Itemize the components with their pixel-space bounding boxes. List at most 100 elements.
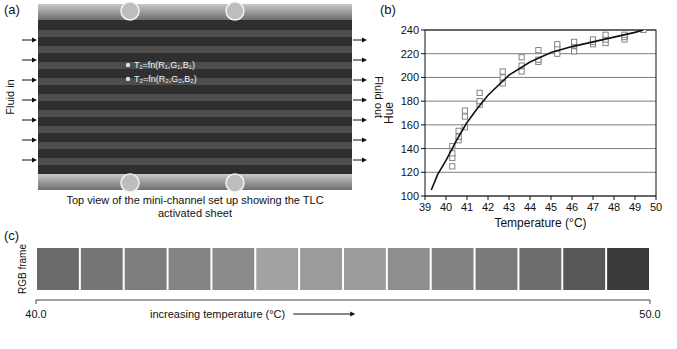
grid-line xyxy=(425,77,656,78)
flow-arrow-head xyxy=(362,98,367,103)
rgb-frame-swatch xyxy=(344,248,386,290)
photo-background xyxy=(38,4,352,190)
x-tick xyxy=(593,196,594,200)
x-tick xyxy=(530,196,531,200)
panel-label: (b) xyxy=(380,2,396,17)
y-tick xyxy=(421,101,425,102)
y-tick-label: 180 xyxy=(401,95,419,107)
grid-line xyxy=(425,53,656,54)
flow-arrow-head xyxy=(362,38,367,43)
flow-arrow-head xyxy=(362,78,367,83)
strip-tick xyxy=(36,300,37,304)
data-point xyxy=(555,42,560,47)
probe-point xyxy=(126,77,130,81)
caption: Top view of the mini-channel set up show… xyxy=(66,194,323,219)
data-point xyxy=(519,55,524,60)
fit-curve xyxy=(431,30,643,190)
rgb-frame-swatch xyxy=(212,248,254,290)
channel-stripe xyxy=(38,30,352,37)
x-tick-label: 46 xyxy=(566,201,578,213)
x-tick-label: 50 xyxy=(650,201,662,213)
flow-arrow-head xyxy=(32,78,37,83)
panel-c: (c)RGB frame40.050.0increasing temperatu… xyxy=(4,228,661,320)
flow-arrow-head xyxy=(362,138,367,143)
x-tick xyxy=(488,196,489,200)
x-tick-label: 49 xyxy=(629,201,641,213)
x-tick-label: 47 xyxy=(587,201,599,213)
probe-label: T₁=fn(R₁,G₁,B₁) xyxy=(134,60,195,70)
panel-a: (a)Fluid inFluid outT₁=fn(R₁,G₁,B₁)T₂=fn… xyxy=(4,2,385,219)
flow-arrow-head xyxy=(32,158,37,163)
x-tick-label: 44 xyxy=(524,201,536,213)
rgb-frame-swatch xyxy=(81,248,123,290)
x-tick xyxy=(467,196,468,200)
y-tick-label: 220 xyxy=(401,48,419,60)
channel-stripe xyxy=(38,62,352,69)
rgb-frame-swatch xyxy=(607,248,649,290)
x-axis-title: Temperature (°C) xyxy=(494,216,586,230)
x-tick-label: 43 xyxy=(503,201,515,213)
rgb-frame-swatch xyxy=(300,248,342,290)
rgb-frame-swatch xyxy=(432,248,474,290)
rgb-frame-swatch xyxy=(519,248,561,290)
x-tick-label: 48 xyxy=(608,201,620,213)
data-point xyxy=(450,164,455,169)
bolt xyxy=(226,174,244,192)
inlet-label: Fluid in xyxy=(4,79,16,114)
data-point xyxy=(462,114,467,119)
y-axis-title: Hue xyxy=(382,102,396,124)
x-tick xyxy=(572,196,573,200)
flow-arrow-head xyxy=(32,38,37,43)
channel-stripe xyxy=(38,46,352,53)
y-tick-label: 160 xyxy=(401,119,419,131)
rgb-frame-swatch xyxy=(37,248,79,290)
rgb-frame-swatch xyxy=(476,248,518,290)
plot-frame xyxy=(425,30,656,196)
bolt xyxy=(121,174,139,192)
grid-line xyxy=(425,101,656,102)
y-tick xyxy=(421,77,425,78)
x-tick xyxy=(656,196,657,200)
data-point xyxy=(572,39,577,44)
y-tick xyxy=(421,148,425,149)
strip-tick-label: 50.0 xyxy=(639,308,660,320)
x-tick xyxy=(635,196,636,200)
grid-line xyxy=(425,124,656,125)
caption-line: Top view of the mini-channel set up show… xyxy=(66,194,323,206)
frame-band-top xyxy=(38,4,352,20)
channel-stripe xyxy=(38,126,352,133)
flow-arrow-head xyxy=(32,58,37,63)
data-group xyxy=(431,30,646,190)
y-tick xyxy=(421,124,425,125)
y-tick xyxy=(421,53,425,54)
flow-arrow-head xyxy=(32,138,37,143)
strip-axis xyxy=(36,300,650,301)
strip-tick-label: 40.0 xyxy=(25,308,46,320)
rgb-frame-swatch xyxy=(125,248,167,290)
probe-point xyxy=(126,63,130,67)
rgb-frame-swatch xyxy=(388,248,430,290)
strip-tick xyxy=(650,300,651,304)
x-tick-label: 45 xyxy=(545,201,557,213)
flow-arrow-head xyxy=(362,158,367,163)
channel-stripe xyxy=(38,94,352,101)
x-tick-label: 39 xyxy=(419,201,431,213)
panel-label: (a) xyxy=(4,2,20,17)
data-point xyxy=(572,49,577,54)
y-tick-label: 120 xyxy=(401,166,419,178)
rgb-frame-swatch xyxy=(169,248,211,290)
probe-label: T₂=fn(R₂,G₂,B₂) xyxy=(134,74,197,84)
y-tick xyxy=(421,30,425,31)
channel-stripe xyxy=(38,158,352,165)
y-tick-label: 140 xyxy=(401,143,419,155)
x-tick xyxy=(551,196,552,200)
grid-line xyxy=(425,172,656,173)
rgb-frame-swatch xyxy=(256,248,298,290)
y-tick-label: 200 xyxy=(401,71,419,83)
frame-band-bottom xyxy=(38,174,352,190)
flow-arrow-head xyxy=(32,98,37,103)
y-tick-label: 240 xyxy=(401,24,419,36)
panel-b: (b)1001201401601802002202403940414243444… xyxy=(380,2,662,230)
figure: (a)Fluid inFluid outT₁=fn(R₁,G₁,B₁)T₂=fn… xyxy=(0,0,677,349)
x-tick xyxy=(614,196,615,200)
